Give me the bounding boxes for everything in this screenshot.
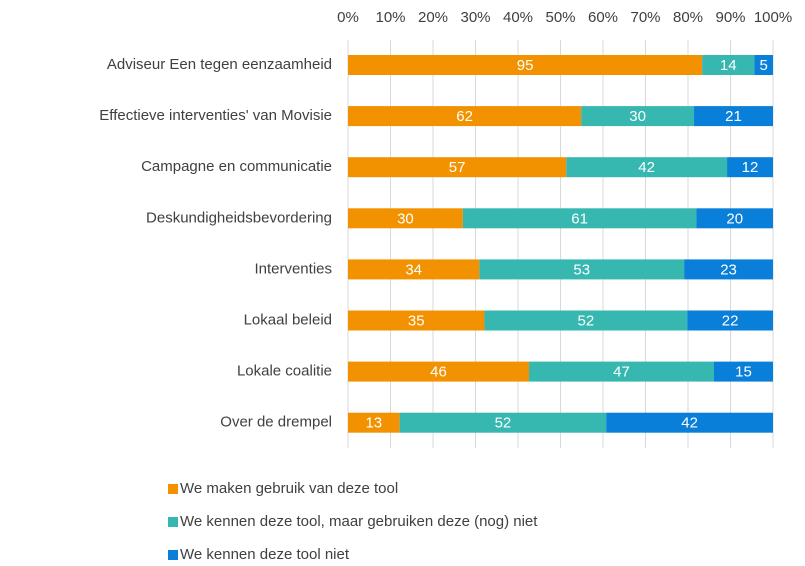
legend-swatch <box>168 484 178 494</box>
bar-segment <box>462 208 697 229</box>
data-label: 61 <box>571 210 588 227</box>
category-label: Deskundigheidsbevordering <box>146 209 332 226</box>
data-label: 21 <box>725 108 742 125</box>
data-label: 42 <box>681 415 698 432</box>
data-label: 22 <box>722 312 739 329</box>
x-tick-label: 100% <box>754 9 792 26</box>
x-tick-label: 50% <box>545 9 575 26</box>
data-label: 95 <box>517 57 534 74</box>
x-tick-label: 20% <box>418 9 448 26</box>
bar-segment <box>348 310 485 331</box>
bar-segment <box>399 412 607 433</box>
data-label: 30 <box>397 210 414 227</box>
data-label: 57 <box>449 159 466 176</box>
category-label: Over de drempel <box>220 414 332 431</box>
bar-segment <box>606 412 773 433</box>
data-label: 30 <box>629 108 646 125</box>
x-tick-label: 80% <box>673 9 703 26</box>
x-tick-label: 90% <box>715 9 745 26</box>
bar-segment <box>684 259 773 280</box>
bar-segment <box>754 55 773 75</box>
data-label: 20 <box>726 210 743 227</box>
data-label: 52 <box>578 312 595 329</box>
bar-segment <box>529 361 714 382</box>
bar-segment <box>348 361 530 382</box>
data-label: 35 <box>408 312 425 329</box>
category-label: Interventies <box>254 260 332 277</box>
x-tick-label: 0% <box>337 9 359 26</box>
category-label: Campagne en communicatie <box>141 158 332 175</box>
bar-segment <box>694 106 773 127</box>
data-label: 12 <box>742 159 759 176</box>
bar-segment <box>484 310 688 331</box>
legend-swatch <box>168 550 178 560</box>
data-label: 13 <box>365 415 382 432</box>
legend-label: We kennen deze tool, maar gebruiken deze… <box>180 513 538 530</box>
legend-label: We kennen deze tool niet <box>180 546 350 563</box>
bar-segment <box>348 55 703 75</box>
legend-label: We maken gebruik van deze tool <box>180 480 398 497</box>
x-tick-label: 70% <box>630 9 660 26</box>
data-label: 23 <box>720 261 737 278</box>
data-label: 46 <box>430 364 447 381</box>
data-label: 42 <box>638 159 655 176</box>
bar-segment <box>696 208 773 229</box>
data-label: 52 <box>495 415 512 432</box>
data-label: 5 <box>760 57 768 74</box>
bar-segment <box>727 157 773 178</box>
bar-segment <box>348 208 463 229</box>
bar-segment <box>702 55 755 75</box>
category-label: Lokale coalitie <box>237 363 332 380</box>
x-tick-label: 40% <box>503 9 533 26</box>
legend-swatch <box>168 517 178 527</box>
bar-segment <box>713 361 773 382</box>
data-label: 15 <box>735 364 752 381</box>
bar-segment <box>687 310 773 331</box>
data-label: 14 <box>720 57 737 74</box>
data-label: 62 <box>456 108 473 125</box>
data-label: 34 <box>405 261 422 278</box>
data-label: 47 <box>613 364 630 381</box>
category-label: Effectieve interventies' van Movisie <box>99 107 332 124</box>
category-label: Lokaal beleid <box>244 311 332 328</box>
x-tick-label: 10% <box>375 9 405 26</box>
x-tick-label: 30% <box>460 9 490 26</box>
bar-segment <box>348 157 567 178</box>
bar-segment <box>348 259 480 280</box>
bar-segment <box>348 106 582 127</box>
data-label: 53 <box>573 261 590 278</box>
bar-segment <box>348 412 400 433</box>
x-tick-label: 60% <box>588 9 618 26</box>
bar-segment <box>581 106 695 127</box>
category-label: Adviseur Een tegen eenzaamheid <box>107 56 332 73</box>
bar-segment <box>566 157 728 178</box>
bar-segment <box>479 259 685 280</box>
